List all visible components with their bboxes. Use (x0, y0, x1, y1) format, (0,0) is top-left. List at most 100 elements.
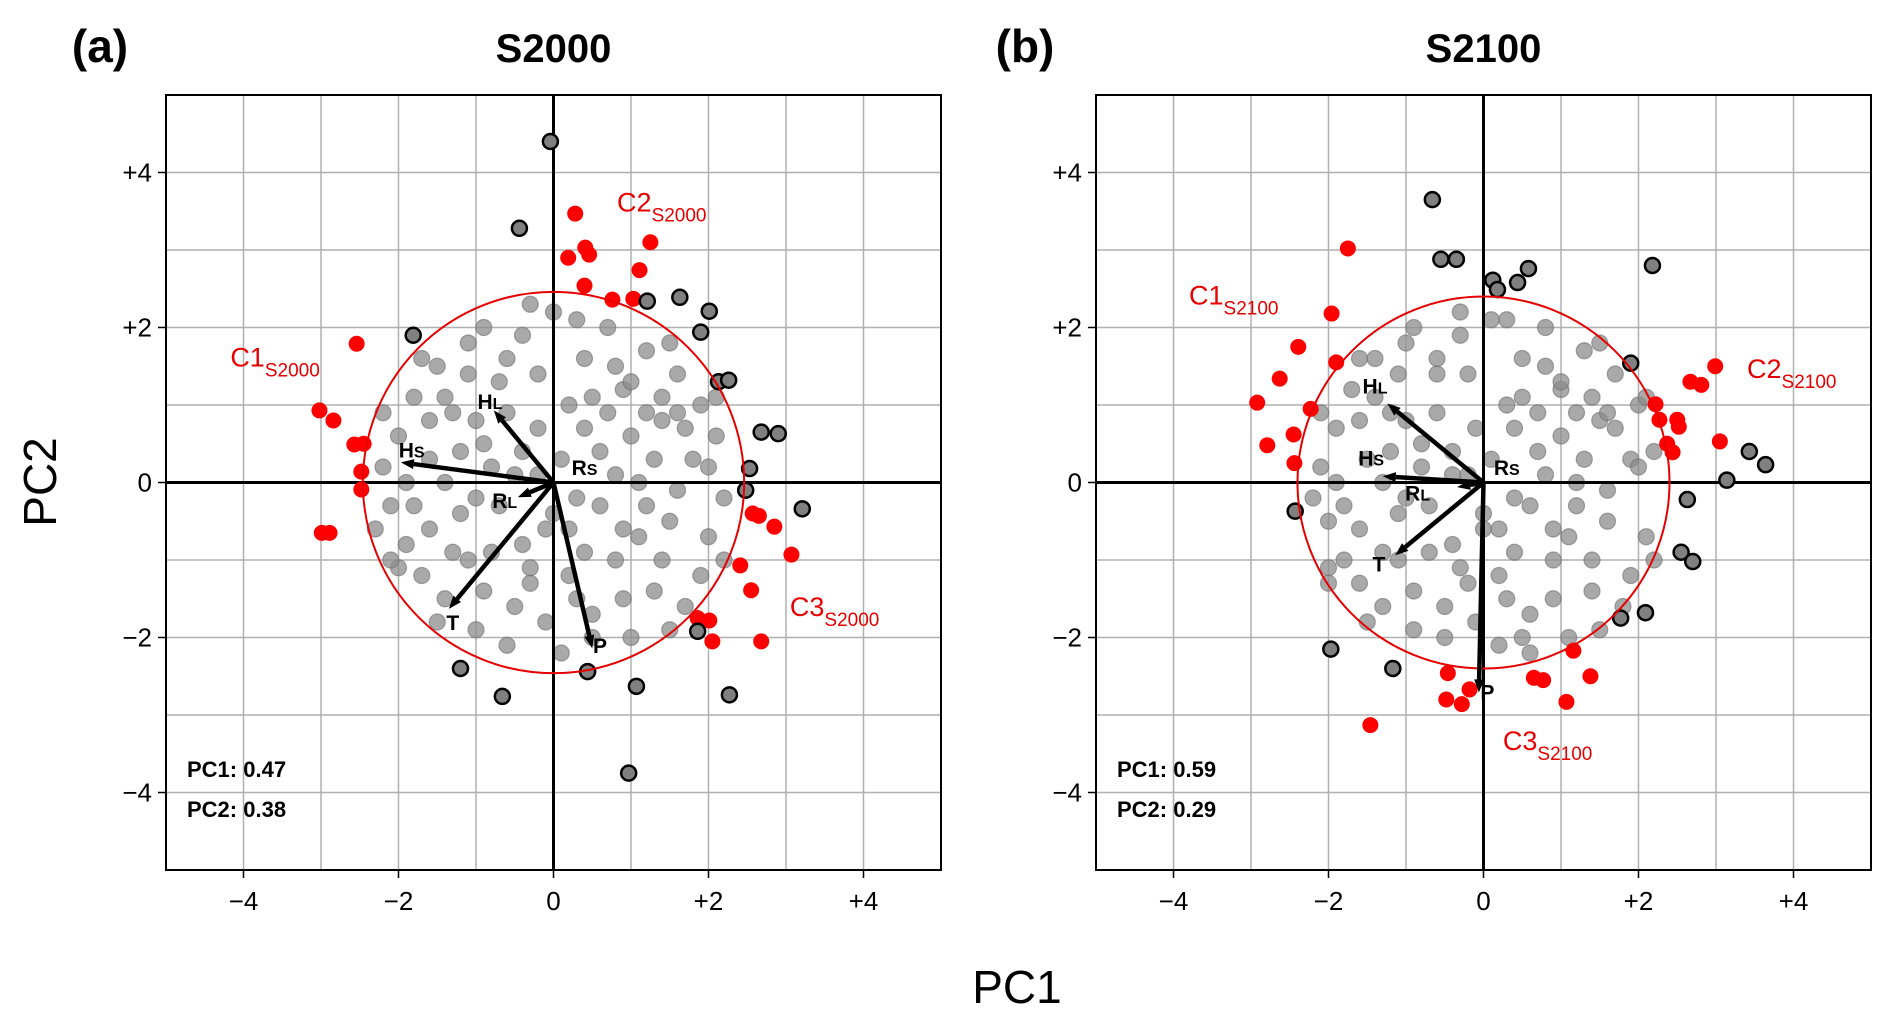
data-point (1575, 342, 1593, 360)
y-tick-label: 0 (1068, 468, 1082, 498)
data-point (459, 334, 477, 352)
data-point (1319, 512, 1338, 530)
loading-arrow-HL (500, 419, 556, 484)
data-point (653, 388, 671, 406)
data-point (1575, 450, 1593, 468)
data-point (631, 262, 648, 279)
data-point (1645, 442, 1663, 461)
data-point (1432, 250, 1450, 269)
y-tick-label: +2 (1052, 313, 1082, 343)
data-point (1358, 450, 1376, 468)
data-point (642, 234, 659, 251)
data-point (382, 551, 400, 569)
data-point (451, 504, 470, 523)
data-point (1672, 543, 1690, 561)
plot-frame (165, 94, 942, 871)
data-point (653, 411, 671, 430)
loading-label-T: T (446, 612, 459, 635)
loading-arrow-T (455, 481, 556, 601)
loading-label-HS: HS (1358, 447, 1384, 470)
data-point (1498, 311, 1516, 329)
data-point (436, 388, 454, 406)
loading-arrow-HS (413, 461, 554, 485)
x-tick-label: 0 (546, 886, 560, 916)
data-point (353, 481, 370, 498)
data-point (606, 551, 625, 569)
data-point (374, 458, 392, 476)
data-point (576, 277, 593, 294)
data-point (506, 597, 524, 616)
data-point (692, 396, 710, 414)
explained-variance-label: PC1: 0.59 (1117, 757, 1216, 782)
data-point (1405, 621, 1423, 639)
data-point (1459, 574, 1477, 592)
data-point (420, 411, 439, 430)
data-point (638, 292, 657, 310)
y-tick-label: −2 (122, 623, 152, 653)
data-point (1271, 370, 1288, 387)
data-point (637, 404, 656, 422)
data-point (413, 566, 431, 585)
data-point (1513, 349, 1531, 368)
data-point (321, 524, 338, 541)
data-point (541, 132, 560, 151)
data-point (1678, 490, 1697, 509)
data-point (1560, 528, 1578, 546)
data-point (720, 686, 739, 704)
data-point (692, 566, 710, 585)
data-point (1366, 349, 1384, 368)
data-point (740, 459, 759, 478)
data-point (567, 205, 584, 222)
data-point (1397, 489, 1415, 507)
data-point (560, 249, 577, 266)
data-point (1384, 659, 1402, 678)
loading-label-HS: HS (399, 440, 425, 463)
data-point (622, 427, 640, 445)
data-point (568, 311, 586, 329)
data-point (1405, 318, 1423, 337)
data-point (405, 388, 423, 406)
data-point (537, 613, 555, 631)
data-point (743, 582, 760, 599)
data-point (513, 326, 532, 344)
data-point (1259, 437, 1276, 454)
data-point (1498, 590, 1516, 608)
loading-label-RS: RS (1494, 457, 1520, 480)
data-point (1583, 582, 1601, 600)
cluster-label: C1S2100 (1189, 280, 1278, 319)
loading-label-RL: RL (492, 490, 517, 513)
data-point (490, 373, 508, 391)
data-point (325, 412, 342, 429)
data-point (348, 335, 365, 352)
x-tick-label: −4 (1159, 886, 1189, 916)
data-point (467, 489, 485, 507)
explained-variance-label: PC1: 0.47 (187, 757, 286, 782)
data-point (1521, 497, 1539, 515)
data-point (1436, 628, 1454, 647)
data-point (1423, 190, 1442, 209)
data-point (1335, 497, 1353, 515)
data-point (1684, 552, 1702, 571)
y-tick-label: +2 (122, 313, 152, 343)
data-point (1583, 551, 1601, 569)
data-point (645, 450, 663, 468)
data-point (1521, 644, 1539, 662)
arrowhead-HS (400, 459, 415, 470)
data-point (382, 497, 400, 515)
data-point (575, 349, 594, 368)
data-point (1451, 326, 1469, 344)
data-point (661, 334, 679, 352)
data-point (1519, 259, 1538, 278)
loading-label-T: T (1372, 554, 1385, 577)
data-point (1552, 373, 1570, 391)
data-point (1622, 354, 1640, 372)
panel-letter: (b) (996, 20, 1055, 72)
data-point (619, 764, 638, 782)
data-point (459, 365, 477, 383)
data-point (529, 419, 547, 437)
plot-frame (1095, 94, 1872, 871)
data-point (1567, 404, 1586, 422)
data-point (1461, 681, 1478, 698)
data-point (510, 219, 529, 238)
data-point (606, 357, 625, 375)
